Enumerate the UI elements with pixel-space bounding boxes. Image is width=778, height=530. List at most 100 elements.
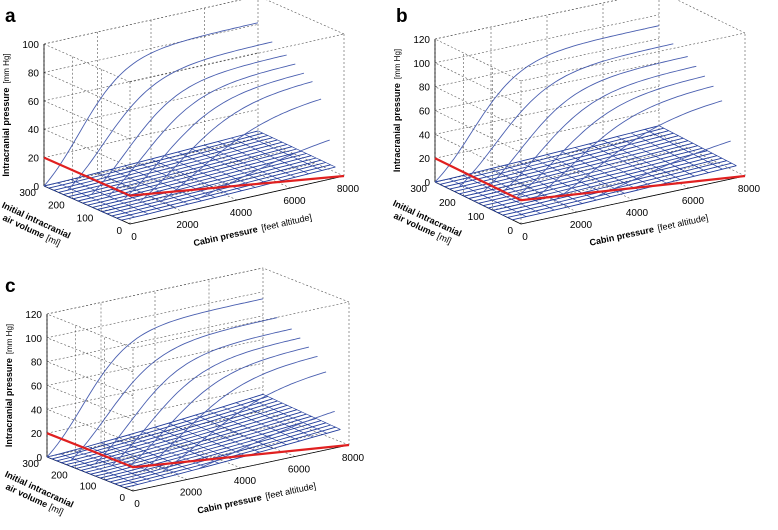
pressure-curve-200ml xyxy=(91,54,287,195)
x-tick-label: 6000 xyxy=(682,196,705,207)
grid-line xyxy=(104,433,321,480)
surface-wire-line xyxy=(164,155,242,191)
z-tick-label: 40 xyxy=(28,125,40,136)
grid-line xyxy=(266,0,345,35)
grid-line xyxy=(46,385,134,420)
y-tick-label: 300 xyxy=(410,184,427,195)
surface-wire-line xyxy=(82,148,297,204)
surface-wire-line xyxy=(208,410,287,445)
surface-wire-line xyxy=(204,144,283,181)
grid-line xyxy=(46,315,264,362)
z-tick-label: 20 xyxy=(419,154,431,165)
z-tick-label: 120 xyxy=(413,35,430,46)
grid-line xyxy=(43,24,259,73)
pressure-curve-50ml xyxy=(195,139,330,201)
grid-line xyxy=(46,267,264,315)
surface-wire-line xyxy=(644,129,723,170)
x-axis-title: Cabin pressure[feet altitude] xyxy=(589,212,709,247)
grid-line xyxy=(46,339,264,386)
x-tick-label: 0 xyxy=(134,499,140,510)
surface-wire-line xyxy=(244,134,323,171)
z-axis-title: Intracranial pressure [mm Hg] xyxy=(392,49,402,172)
grid-line xyxy=(75,422,292,469)
surface-wire-line xyxy=(110,169,189,205)
threshold-line xyxy=(434,157,746,202)
z-tick-label: 20 xyxy=(31,429,43,440)
grid-line xyxy=(43,109,259,158)
pressure-curve-250ml xyxy=(70,317,278,462)
surface-wire-line xyxy=(222,406,301,442)
x-axis-title: Cabin pressure[feet altitude] xyxy=(196,481,317,516)
surface-wire-line xyxy=(92,153,307,208)
pressure-curve-80ml xyxy=(163,371,327,471)
surface-wire-line xyxy=(87,150,302,206)
x-axis-title-text: Cabin pressure xyxy=(192,224,258,248)
surface-wire-line xyxy=(97,172,176,208)
z-tick-label: 0 xyxy=(36,453,42,464)
surface-wire-line xyxy=(57,182,135,218)
x-tick-label: 2000 xyxy=(180,488,203,499)
pressure-curve-140ml xyxy=(127,346,310,469)
surface-wire-line xyxy=(70,179,149,215)
surface-wire-line xyxy=(574,147,653,187)
surface-wire-line xyxy=(231,137,309,175)
z-tick-label: 80 xyxy=(419,83,431,94)
y-tick-label: 100 xyxy=(77,213,94,224)
pressure-curve-80ml xyxy=(160,98,322,203)
z-tick-label: 100 xyxy=(22,40,39,51)
x-tick-label: 2000 xyxy=(570,220,593,231)
y-tick-label: 200 xyxy=(51,470,68,481)
surface-wire-line xyxy=(512,165,737,221)
surface-wire-line xyxy=(168,422,247,457)
surface-wire-line xyxy=(658,125,737,166)
x-axis-line xyxy=(520,175,746,225)
x-axis-title: Cabin pressure[feet altitude] xyxy=(192,212,312,248)
pressure-curve-300ml xyxy=(46,298,264,458)
x-tick-label: 4000 xyxy=(234,476,257,487)
z-tick-label: 40 xyxy=(419,130,431,141)
grid-line xyxy=(43,80,259,130)
pressure-curve-50ml xyxy=(590,140,731,200)
surface-wire-line xyxy=(114,438,193,471)
surface-wire-line xyxy=(100,418,317,479)
grid-line xyxy=(46,291,264,339)
x-axis-title-unit: [feet altitude] xyxy=(264,481,316,501)
pressure-curve-140ml xyxy=(124,72,305,199)
y-tick-label: 200 xyxy=(439,198,456,209)
surface-wire-line xyxy=(141,430,220,464)
z-axis-title-unit: [mm Hg] xyxy=(393,49,402,79)
z-tick-label: 80 xyxy=(31,358,43,369)
surface-wire-line xyxy=(504,164,583,204)
surface-wire-line xyxy=(235,402,314,438)
x-tick-label: 0 xyxy=(522,232,528,243)
pressure-curve-170ml xyxy=(499,65,697,195)
grid-line xyxy=(46,409,134,444)
x-tick-label: 8000 xyxy=(738,184,761,195)
y-tick-label: 0 xyxy=(507,226,513,237)
surface-wire-line xyxy=(43,185,122,221)
surface-wire-line xyxy=(124,165,202,202)
z-axis-title-text: Intracranial pressure xyxy=(4,358,14,447)
surface-wire-line xyxy=(60,453,139,485)
surface-wire-line xyxy=(262,394,341,430)
surface-wire-line xyxy=(190,148,269,185)
x-tick-label: 4000 xyxy=(626,208,649,219)
z-tick-label: 0 xyxy=(33,182,39,193)
surface-wire-line xyxy=(257,130,336,168)
grid-line xyxy=(46,313,134,349)
pressure-curve-170ml xyxy=(110,337,301,467)
grid-line xyxy=(43,137,259,187)
panel-c: c 02000400060008000010020030002040608010… xyxy=(3,267,365,517)
surface-wire-line xyxy=(448,178,527,217)
panel-letter-c: c xyxy=(5,276,16,297)
pressure-curve-250ml xyxy=(67,41,273,191)
grid-line xyxy=(129,33,345,83)
z-tick-label: 120 xyxy=(25,310,42,321)
pressure-curve-170ml xyxy=(107,63,296,197)
x-tick-label: 8000 xyxy=(337,184,360,195)
surface-wire-line xyxy=(434,181,513,221)
y-tick-label: 0 xyxy=(116,226,122,237)
surface-wire-line xyxy=(490,168,569,208)
grid-line xyxy=(262,410,350,446)
